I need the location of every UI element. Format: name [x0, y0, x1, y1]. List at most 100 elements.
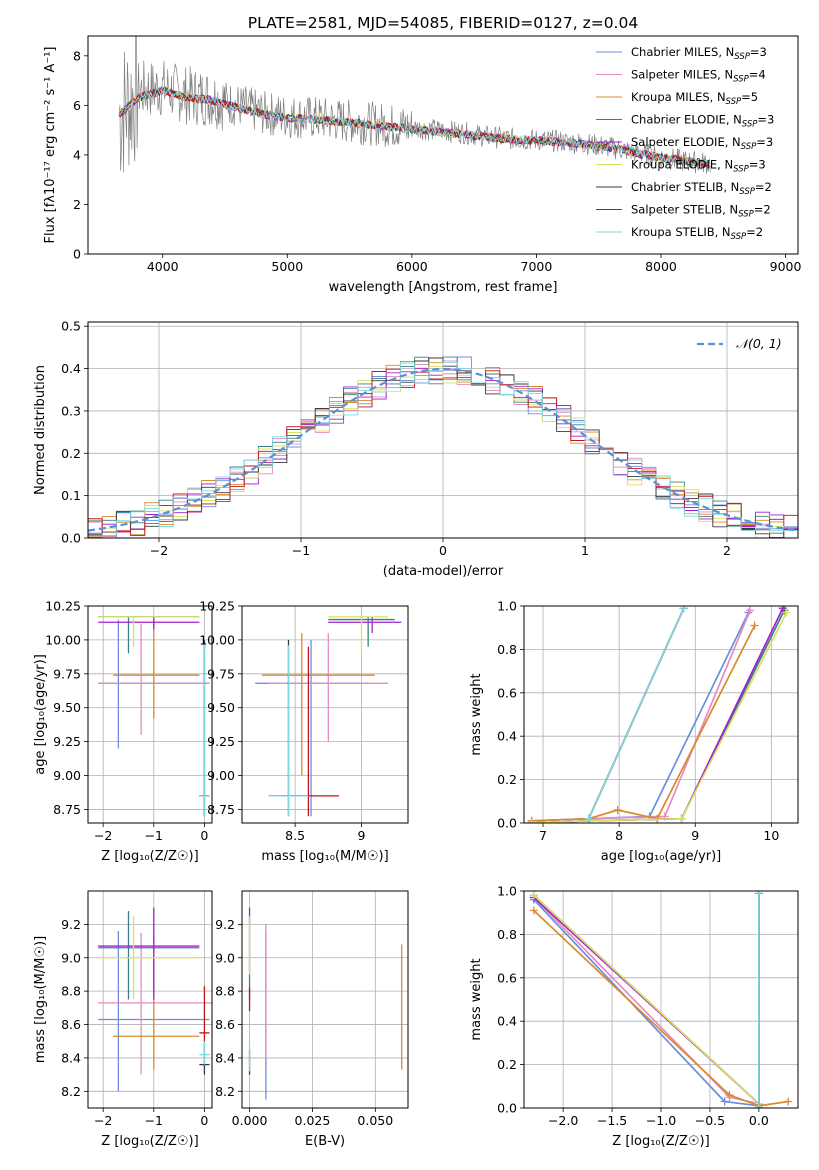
x-tick-label: 1	[581, 543, 589, 558]
x-tick-label: 0	[200, 828, 208, 843]
y-tick-label: 8.75	[53, 802, 81, 817]
legend-nssp: =3	[757, 113, 774, 127]
mass-weight-line	[531, 612, 788, 823]
legend-entry: Salpeter MILES, NSSP=4	[631, 68, 766, 85]
x-tick-label: 0.025	[295, 1113, 331, 1128]
y-tick-label: 9.0	[61, 950, 81, 965]
y-axis-label: mass [log₁₀(M/M☉)]	[33, 936, 48, 1063]
mass-weight-line	[533, 894, 760, 1105]
mass-weight-marker	[754, 1104, 763, 1108]
panel-spectrum: 4000 5000 6000 7000 8000 9000 0 2 4 6 8 wavelength …	[43, 35, 801, 295]
y-tick-label: 0.6	[497, 970, 517, 985]
y-tick-label: 8	[73, 48, 81, 63]
mass-weight-marker	[613, 805, 622, 814]
x-tick-label: 7	[539, 828, 547, 843]
mass-weight-marker	[584, 814, 593, 823]
y-tick-label: 8.6	[61, 1017, 81, 1032]
x-tick-label: 8	[615, 828, 623, 843]
x-tick-label: 0.050	[357, 1113, 393, 1128]
y-tick-label: 9.75	[207, 666, 235, 681]
mass-weight-marker	[784, 1097, 793, 1106]
legend-name: Salpeter ELODIE, N	[631, 135, 741, 149]
y-tick-label: 8.6	[215, 1017, 235, 1032]
y-tick-label: 0.8	[497, 927, 517, 942]
mass-weight-line	[531, 625, 756, 822]
legend-entry: 𝒩(0, 1)	[736, 336, 782, 351]
panel-mass-age: 8.5 9 8.75 9.00 9.25 9.50 9.75 10.00 10.25 mass […	[199, 599, 409, 864]
x-axis-label: E(B-V)	[305, 1134, 345, 1149]
x-tick-label: 6000	[396, 259, 428, 274]
y-tick-label: 9.50	[53, 700, 81, 715]
y-tick-label: 0.6	[497, 685, 517, 700]
x-tick-label: 5000	[271, 259, 303, 274]
x-axis-label: age [log₁₀(age/yr)]	[601, 849, 722, 864]
y-axis-label: mass weight	[469, 958, 484, 1040]
y-tick-label: 0.0	[61, 531, 81, 546]
x-axis-label: Z [log₁₀(Z/Z☉)]	[612, 1134, 709, 1149]
legend-subscript: SSP	[731, 232, 747, 242]
axes-frame	[87, 321, 799, 539]
y-tick-label: 0.4	[61, 361, 81, 376]
legend-nssp: =3	[750, 45, 767, 59]
y-tick-label: 8.8	[215, 984, 235, 999]
axes-frame	[241, 605, 409, 824]
plot-area	[118, 36, 711, 175]
legend-nssp: =2	[754, 203, 771, 217]
x-tick-label: 7000	[521, 259, 553, 274]
y-tick-label: 2	[73, 197, 81, 212]
x-tick-label: −1	[292, 543, 310, 558]
y-tick-label: 1.0	[497, 884, 517, 899]
x-axis-label: mass [log₁₀(M/M☉)]	[261, 849, 388, 864]
legend-nssp: =3	[749, 158, 766, 172]
x-tick-label: −2.0	[548, 1113, 578, 1128]
gridlines	[242, 891, 408, 1108]
plot-area	[529, 891, 793, 1108]
charts: 4000 5000 6000 7000 8000 900002468wavelength …	[33, 35, 801, 1149]
legend-entry: Chabrier STELIB, NSSP=2	[631, 180, 772, 197]
x-tick-label: 2	[723, 543, 731, 558]
x-tick-label: 9	[691, 828, 699, 843]
mass-weight-marker	[679, 606, 688, 613]
legend-subscript: SSP	[733, 75, 749, 85]
x-tick-label: −2	[150, 543, 168, 558]
residual-histogram	[88, 368, 798, 537]
y-axis-label: Flux [fλ10⁻¹⁷ erg cm⁻² s⁻¹ A⁻¹]	[43, 47, 58, 244]
x-tick-label: 8.5	[285, 828, 305, 843]
mass-weight-marker	[720, 1097, 729, 1106]
axes-frame	[241, 890, 409, 1109]
y-tick-label: 8.2	[61, 1084, 81, 1099]
mass-weight-line	[531, 609, 751, 822]
gridlines	[88, 322, 798, 539]
y-tick-label: 10.00	[45, 632, 81, 647]
x-tick-label: 4000	[147, 259, 179, 274]
y-tick-label: 9.75	[53, 666, 81, 681]
panel-residuals: −2 −1 0 1 2 0.0 0.1 0.2 0.3 0.4 0.5 (data-model)/er…	[33, 319, 799, 579]
gridlines	[88, 605, 212, 823]
mass-weight-line	[531, 607, 784, 823]
y-tick-label: 0.5	[61, 319, 81, 334]
legend-name: Kroupa ELODIE, N	[631, 158, 733, 172]
panel-z-cumulative-mass-weight: −2.0 −1.5 −1.0 −0.5 0.0 0.0 0.2 0.4 0.6 0.8 1.0 Z […	[469, 884, 799, 1149]
plot-area	[255, 615, 402, 817]
y-tick-label: 0.4	[497, 1014, 517, 1029]
panel-age-cumulative-mass-weight: 7 8 9 10 0.0 0.2 0.4 0.6 0.8 1.0 age [log₁₀(age/yr…	[469, 599, 799, 864]
legend-entry: Salpeter ELODIE, NSSP=3	[631, 135, 773, 152]
mass-weight-line	[533, 909, 789, 1107]
y-tick-label: 0.1	[61, 488, 81, 503]
y-tick-label: 0.8	[497, 642, 517, 657]
x-axis-label: (data-model)/error	[383, 564, 504, 579]
y-tick-label: 9.25	[207, 734, 235, 749]
x-axis-label: Z [log₁₀(Z/Z☉)]	[101, 849, 198, 864]
mass-weight-marker	[529, 906, 538, 915]
legend-subscript: SSP	[726, 97, 742, 107]
x-tick-label: −2	[94, 828, 112, 843]
legend-name: Salpeter STELIB, N	[631, 203, 738, 217]
x-tick-label: 8000	[645, 259, 677, 274]
x-axis-label: wavelength [Angstrom, rest frame]	[329, 280, 558, 295]
panel-ebv-mass: 0.000 0.025 0.050 8.2 8.4 8.6 8.8 9.0 9.2 E(B-V)	[215, 890, 409, 1149]
panel-z-age: −2 −1 0 8.75 9.00 9.25 9.50 9.75 10.00 10.25 Z [lo…	[33, 599, 213, 864]
axes-frame	[523, 890, 799, 1109]
plot-area	[527, 606, 791, 823]
y-tick-label: 0.2	[61, 446, 81, 461]
